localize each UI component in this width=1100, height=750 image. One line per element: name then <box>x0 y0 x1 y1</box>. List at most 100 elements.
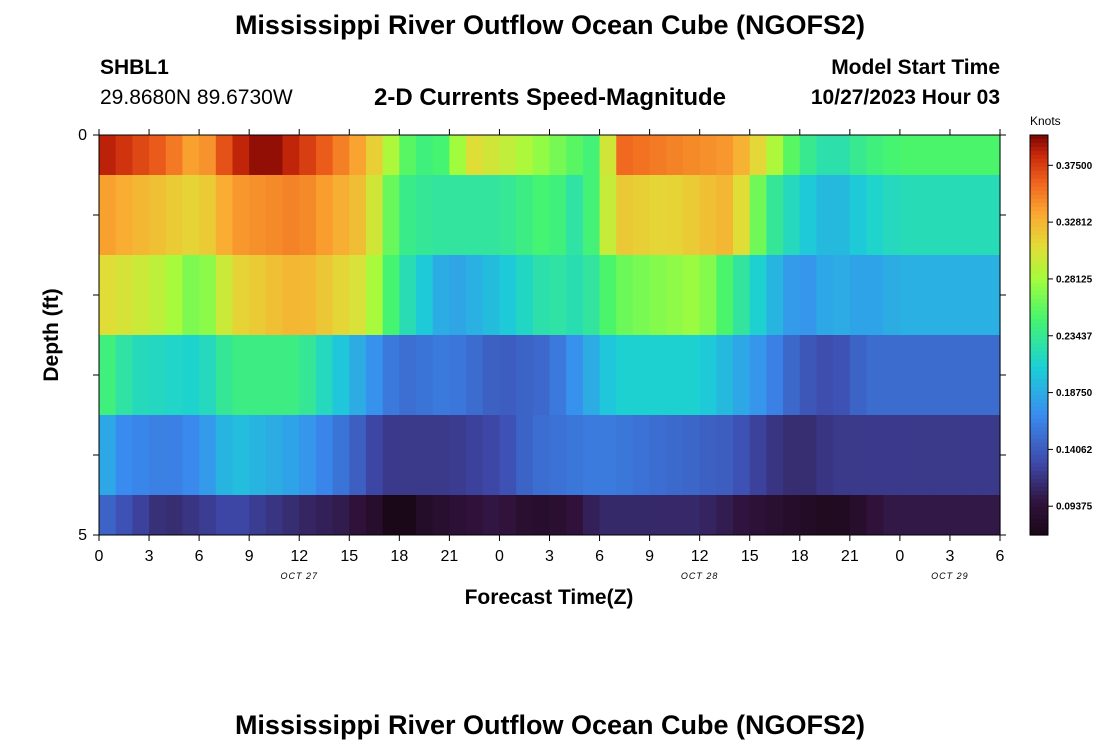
heatmap-cell <box>432 135 450 175</box>
colorbar-segment <box>1030 283 1048 288</box>
colorbar-segment <box>1030 395 1048 400</box>
heatmap-cell <box>282 335 300 415</box>
heatmap-cell <box>215 135 234 175</box>
colorbar-segment <box>1030 427 1048 432</box>
heatmap-cell <box>516 495 534 535</box>
colorbar-segment <box>1030 415 1048 420</box>
heatmap-cell <box>532 255 551 335</box>
heatmap-cell <box>299 175 317 255</box>
colorbar-segment <box>1030 503 1048 508</box>
heatmap-cell <box>983 175 1001 255</box>
heatmap-cell <box>282 255 300 335</box>
heatmap-cell <box>599 415 617 495</box>
colorbar-segment <box>1030 175 1048 180</box>
colorbar-segment <box>1030 167 1048 172</box>
colorbar-tick-label: 0.18750 <box>1056 388 1093 399</box>
colorbar-segment <box>1030 455 1048 460</box>
heatmap-cell <box>115 255 133 335</box>
heatmap-cell <box>649 135 667 175</box>
heatmap-cell <box>616 175 634 255</box>
heatmap-cell <box>849 415 868 495</box>
heatmap-cell <box>799 495 818 535</box>
colorbar-segment <box>1030 419 1048 424</box>
heatmap-cell <box>566 415 584 495</box>
heatmap-cell <box>899 335 918 415</box>
heatmap-cell <box>532 495 551 535</box>
heatmap-cell <box>582 255 601 335</box>
heatmap-cell <box>933 495 951 535</box>
heatmap-cell <box>532 335 551 415</box>
heatmap-cell <box>933 255 951 335</box>
heatmap-cell <box>816 255 834 335</box>
heatmap-cell <box>749 495 768 535</box>
colorbar-segment <box>1030 231 1048 236</box>
heatmap-cell <box>849 335 868 415</box>
heatmap-cell <box>799 255 818 335</box>
colorbar-tick-label: 0.32812 <box>1056 218 1093 229</box>
heatmap-cell <box>249 335 267 415</box>
colorbar-segment <box>1030 135 1048 140</box>
heatmap-cell <box>699 255 717 335</box>
heatmap-cell <box>482 495 501 535</box>
heatmap-cell <box>382 175 400 255</box>
x-tick-label: 15 <box>340 548 358 565</box>
heatmap-cell <box>449 135 467 175</box>
heatmap-cell <box>499 415 517 495</box>
heatmap-cell <box>165 255 184 335</box>
heatmap-cell <box>282 135 300 175</box>
heatmap-cell <box>783 175 801 255</box>
station-id: SHBL1 <box>100 56 169 79</box>
heatmap-cell <box>199 135 217 175</box>
heatmap-cell <box>265 175 284 255</box>
colorbar-segment <box>1030 323 1048 328</box>
colorbar-segment <box>1030 239 1048 244</box>
colorbar-segment <box>1030 351 1048 356</box>
heatmap-cell <box>449 495 467 535</box>
colorbar-segment <box>1030 511 1048 516</box>
heatmap-cell <box>532 135 551 175</box>
heatmap-cell <box>833 495 851 535</box>
heatmap-cell <box>115 335 133 415</box>
heatmap-cell <box>966 335 984 415</box>
y-tick-label: 0 <box>78 127 87 144</box>
heatmap-cell <box>365 255 384 335</box>
heatmap-cell <box>699 495 717 535</box>
heatmap-cell <box>599 175 617 255</box>
heatmap-cell <box>632 335 651 415</box>
x-tick-label: 21 <box>841 548 859 565</box>
heatmap-cell <box>983 415 1001 495</box>
colorbar-tick-label: 0.23437 <box>1056 331 1093 342</box>
heatmap-cell <box>582 335 601 415</box>
heatmap-cell <box>549 495 567 535</box>
heatmap-cell <box>699 135 717 175</box>
colorbar-segment <box>1030 227 1048 232</box>
heatmap-cell <box>416 415 434 495</box>
heatmap-cell <box>783 495 801 535</box>
heatmap-cell <box>916 175 934 255</box>
heatmap-cell <box>215 495 234 535</box>
heatmap-cell <box>299 255 317 335</box>
heatmap-cell <box>682 495 701 535</box>
heatmap-cell <box>516 335 534 415</box>
colorbar-segment <box>1030 327 1048 332</box>
colorbar-segment <box>1030 435 1048 440</box>
heatmap-cell <box>766 175 784 255</box>
heatmap-cell <box>816 415 834 495</box>
colorbar-segment <box>1030 263 1048 268</box>
heatmap-cell <box>883 175 901 255</box>
heatmap-cell <box>349 255 367 335</box>
heatmap-cell <box>416 175 434 255</box>
heatmap-cell <box>849 135 868 175</box>
heatmap-cell <box>532 175 551 255</box>
heatmap-cell <box>666 415 684 495</box>
heatmap-cell <box>766 135 784 175</box>
colorbar-segment <box>1030 463 1048 468</box>
heatmap-cell <box>466 135 484 175</box>
colorbar-segment <box>1030 403 1048 408</box>
heatmap-cell <box>916 255 934 335</box>
x-tick-label: 0 <box>495 548 504 565</box>
colorbar-segment <box>1030 187 1048 192</box>
heatmap-chart: 0 3 6 9 12 15 18 21 0 3 6 9 12 15 18 21 0 3 6 OCT 27 OCT 28 O… <box>40 114 1093 609</box>
colorbar-tick-label: 0.09375 <box>1056 502 1093 513</box>
colorbar-segment <box>1030 223 1048 228</box>
